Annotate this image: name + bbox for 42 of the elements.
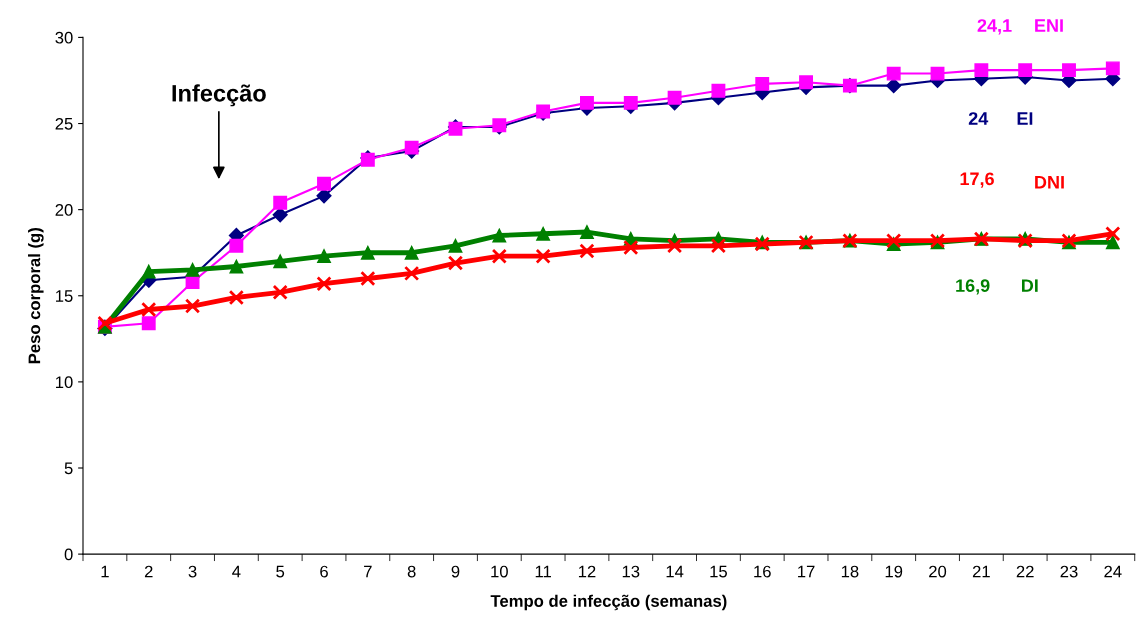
x-tick-label: 12: [578, 565, 596, 578]
x-axis-title: Tempo de infecção (semanas): [490, 594, 727, 611]
x-tick-label: 18: [841, 565, 859, 578]
x-tick-label: 13: [622, 565, 640, 578]
x-tick-label: 6: [320, 565, 328, 578]
x-tick-label: 19: [885, 565, 903, 578]
x-tick-label: 8: [407, 565, 416, 578]
text: 24,1: [977, 19, 1012, 35]
series-label: EI: [1017, 112, 1033, 125]
x-tick-label: 10: [491, 565, 508, 578]
annotation: 17,6: [960, 172, 994, 188]
series-label: DI: [1022, 279, 1038, 292]
y-tick-label: 5: [64, 462, 73, 475]
x-tick-label: 4: [232, 565, 241, 578]
x-tick-label: 17: [798, 565, 815, 578]
x-tick-label: 11: [535, 565, 551, 578]
y-axis-title: Peso corporal (g): [28, 228, 44, 364]
x-tick-label: 15: [710, 565, 727, 578]
y-tick-label: 20: [55, 204, 73, 216]
x-tick-label: 20: [929, 565, 947, 578]
x-tick-label: 2: [144, 565, 153, 578]
annotation: 24: [968, 112, 989, 125]
text: DNI: [1035, 176, 1064, 189]
x-tick-label: 23: [1060, 565, 1078, 578]
x-tick-label: 24: [1104, 565, 1122, 578]
x-tick-label: 9: [451, 565, 460, 578]
x-tick-label: 21: [972, 565, 990, 578]
series-label: ENI: [1035, 19, 1063, 32]
x-tick-label: 7: [364, 565, 372, 578]
x-tick-label: 5: [276, 565, 285, 578]
y-tick-label: 25: [55, 117, 73, 130]
x-tick-label: 1: [101, 565, 109, 578]
y-tick-label: 15: [56, 290, 73, 302]
x-tick-label: 3: [188, 565, 197, 578]
annotation: 16,9: [956, 279, 990, 295]
annotation: Infecção: [172, 84, 266, 107]
x-tick-label: 14: [666, 565, 684, 578]
y-tick-label: 30: [55, 31, 73, 44]
x-tick-label: 22: [1016, 565, 1034, 578]
y-tick-label: 10: [56, 376, 73, 389]
y-tick-label: 0: [64, 548, 73, 561]
x-tick-label: 16: [754, 565, 771, 578]
